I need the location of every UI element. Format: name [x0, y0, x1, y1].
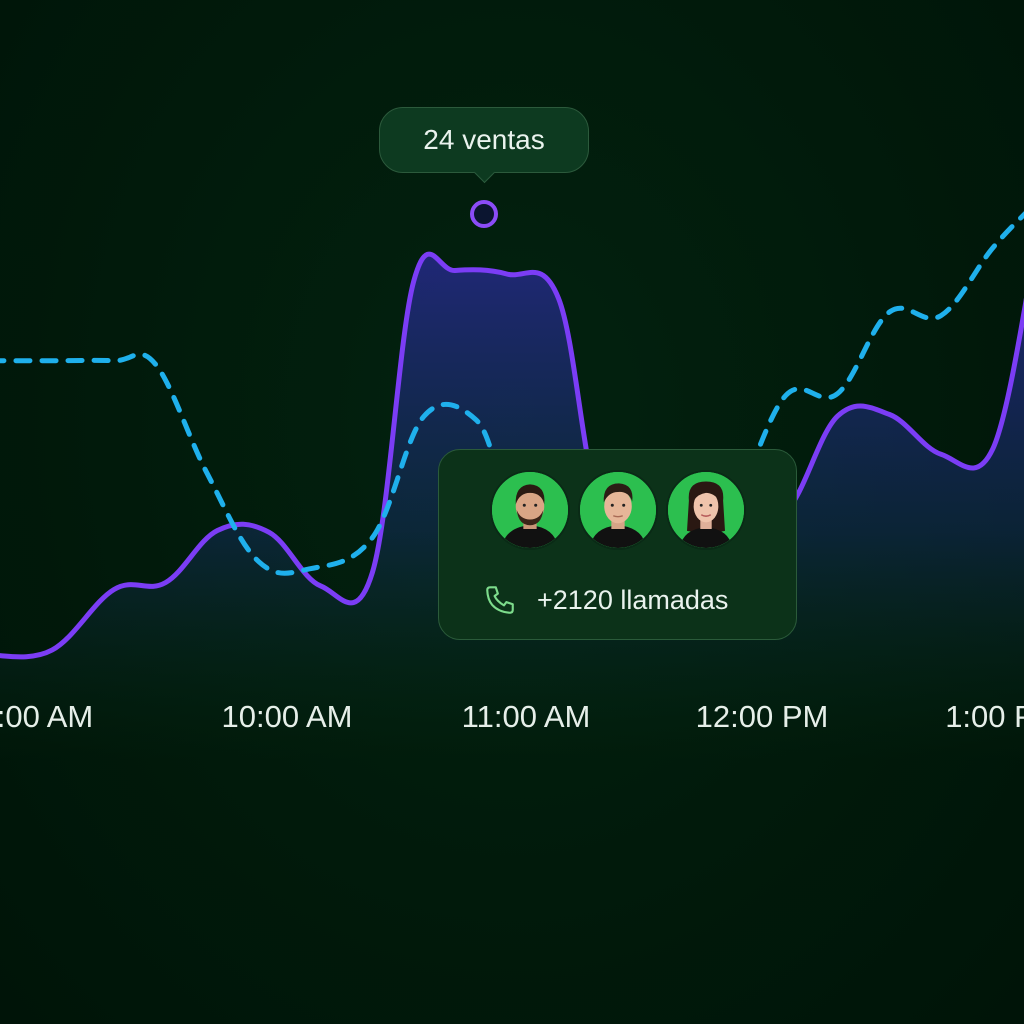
calls-count: +2120 llamadas — [537, 584, 729, 615]
calls-row: +2120 llamadas — [483, 578, 728, 622]
phone-icon — [486, 586, 514, 614]
peak-marker[interactable] — [470, 200, 498, 228]
x-tick-label: 1:00 P — [945, 699, 1024, 734]
calls-card: +2120 llamadas — [438, 449, 797, 640]
x-tick-label: :00 AM — [0, 699, 93, 734]
sales-tooltip: 24 ventas — [379, 107, 589, 173]
x-tick-label: 10:00 AM — [222, 699, 353, 734]
series-line-0 — [0, 251, 1024, 660]
avatar-man[interactable] — [577, 470, 658, 550]
avatar-man-beard[interactable] — [489, 470, 570, 550]
avatar-group — [439, 470, 796, 550]
x-tick-label: 11:00 AM — [462, 699, 591, 734]
x-tick-label: 12:00 PM — [696, 699, 829, 734]
avatar-woman[interactable] — [665, 470, 746, 550]
sales-tooltip-label: 24 ventas — [423, 124, 545, 155]
